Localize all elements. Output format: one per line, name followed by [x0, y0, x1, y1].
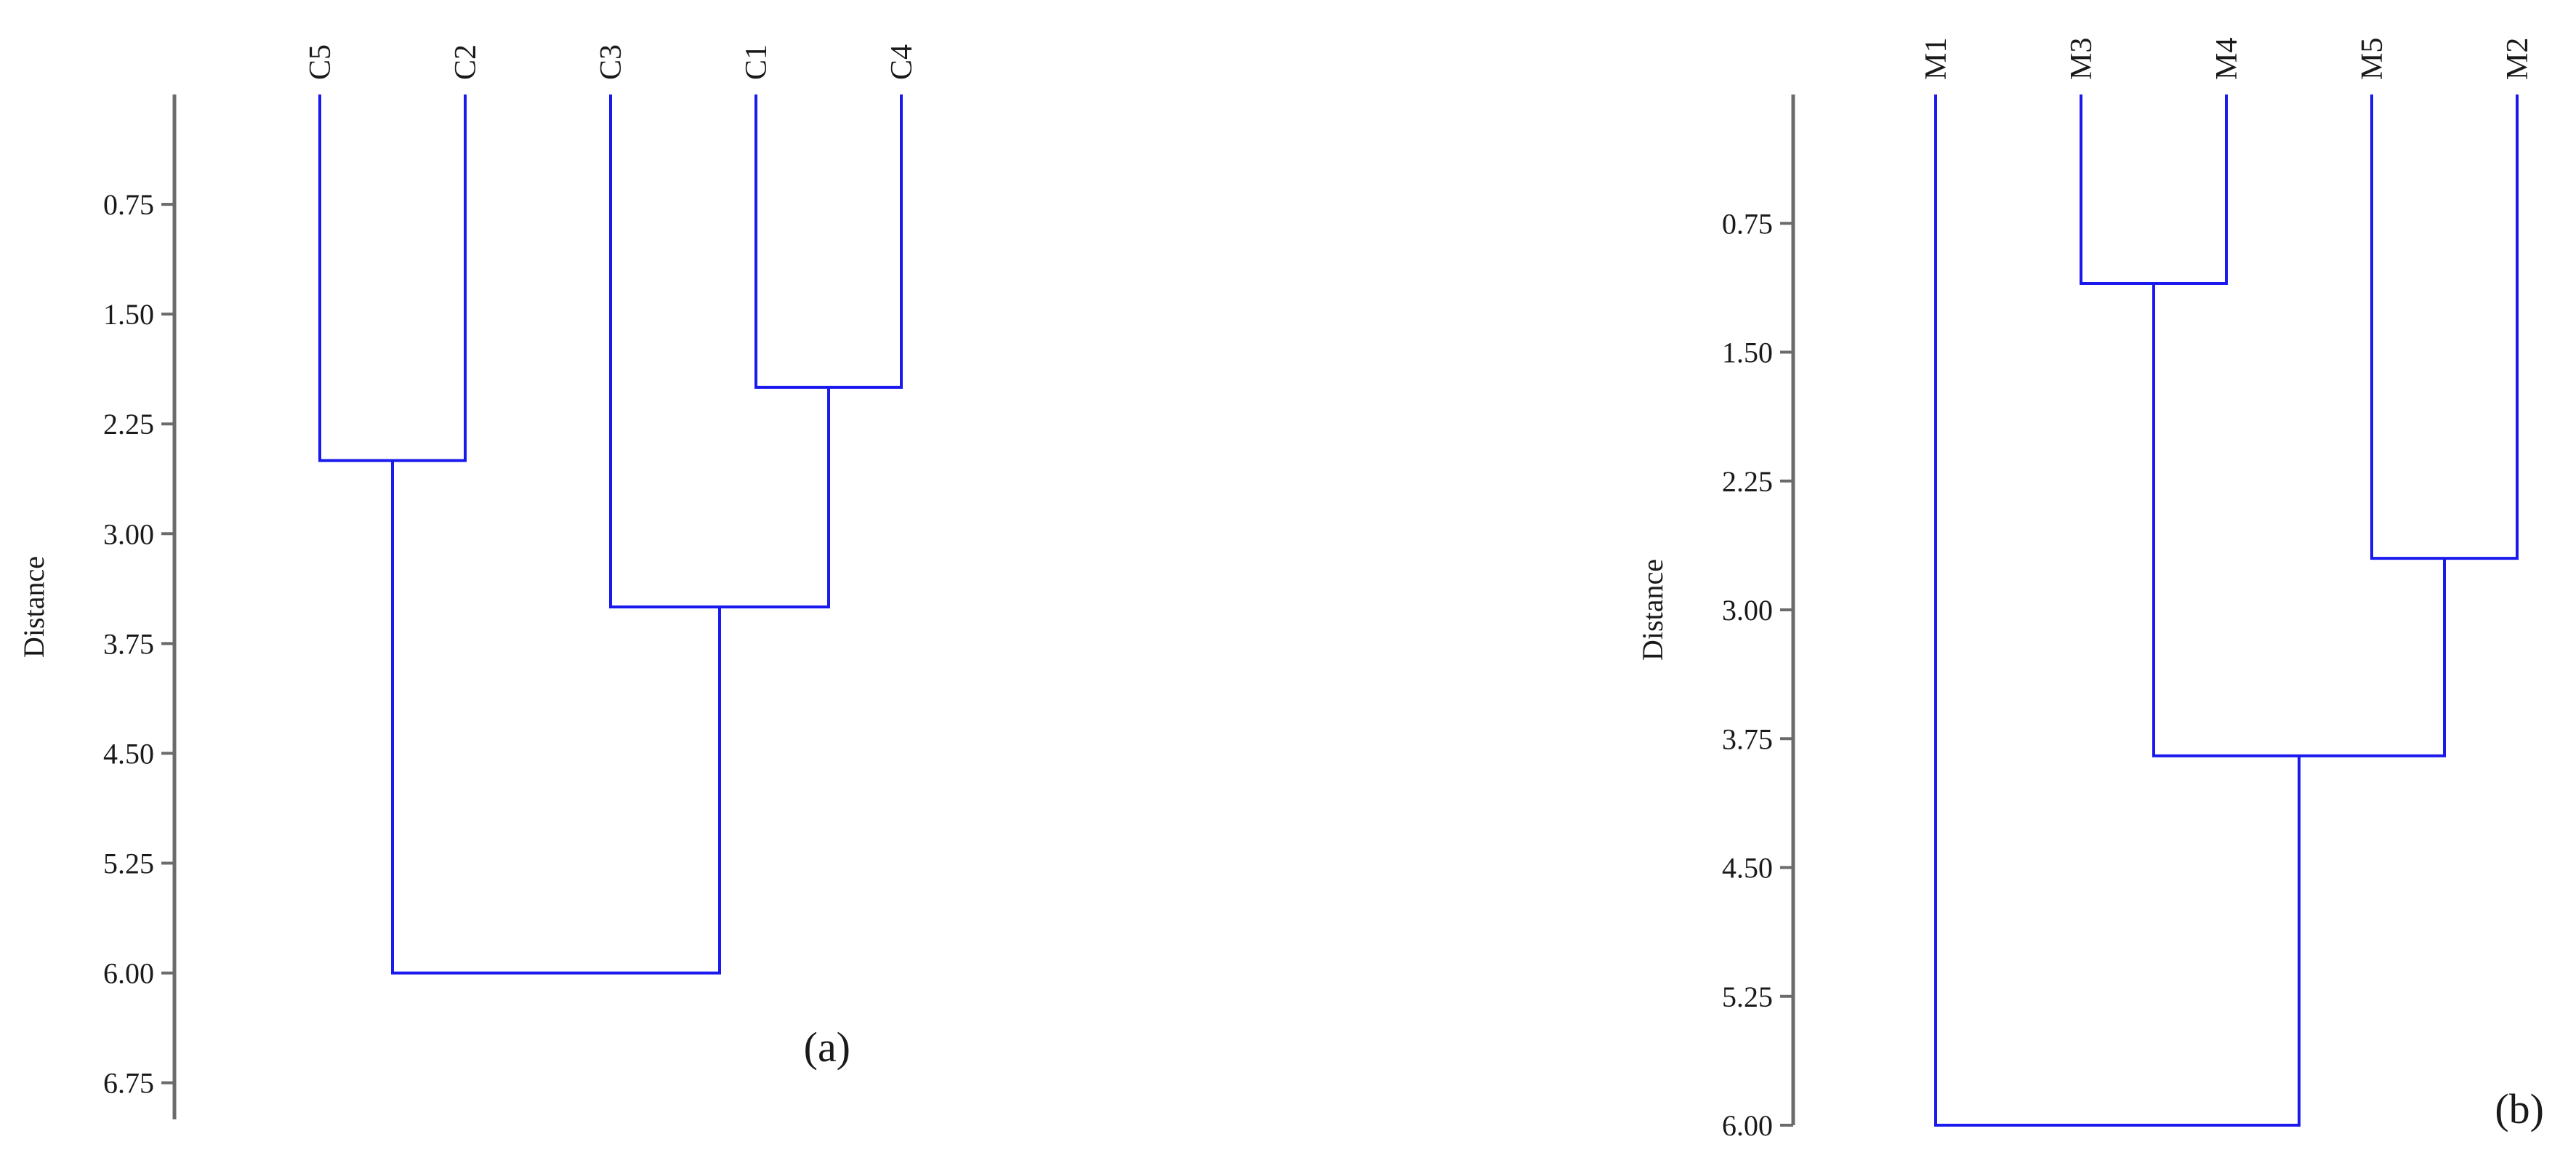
- panel-label: (b): [2495, 1085, 2544, 1132]
- y-tick-label: 5.25: [1722, 981, 1773, 1013]
- merge-c1-c4: [754, 94, 903, 389]
- merge-m3_m4-m5_m2: [2152, 283, 2446, 757]
- leaf-label-c5: C5: [304, 44, 337, 80]
- y-tick-label: 3.75: [1722, 723, 1773, 755]
- y-tick-label: 1.50: [1722, 337, 1773, 369]
- merge-c5-c2: [318, 94, 467, 462]
- leaf-label-m4: M4: [2210, 38, 2244, 80]
- y-tick-label: 3.75: [103, 627, 154, 660]
- y-tick-label: 3.00: [103, 518, 154, 550]
- y-tick-label: 1.50: [103, 298, 154, 331]
- y-tick-label: 6.75: [103, 1067, 154, 1100]
- merge-m1-m3_m4_m5_m2: [1934, 94, 2301, 1127]
- y-axis-title: Distance: [17, 556, 50, 658]
- y-tick-label: 5.25: [103, 848, 154, 880]
- merge-m5-m2: [2370, 94, 2519, 560]
- y-tick-label: 4.50: [103, 737, 154, 770]
- y-tick-label: 6.00: [103, 957, 154, 990]
- leaf-label-m5: M5: [2356, 38, 2389, 80]
- y-tick-label: 3.00: [1722, 594, 1773, 627]
- y-tick-label: 2.25: [103, 408, 154, 440]
- leaf-label-c1: C1: [740, 44, 773, 80]
- merge-c3-c1_c4: [609, 94, 830, 608]
- leaf-label-c3: C3: [595, 44, 628, 80]
- dendrogram-panel-b: 0.75 1.50 2.25 3.00 3.75 4.50 5.25 6.00 Distance…: [1636, 38, 2544, 1142]
- leaf-label-c4: C4: [885, 44, 919, 80]
- merge-m3-m4: [2080, 94, 2228, 285]
- y-tick-label: 0.75: [1722, 207, 1773, 240]
- leaf-label-m1: M1: [1920, 38, 1953, 80]
- dendrogram-panel-a: 0.75 1.50 2.25 3.00 3.75 4.50 5.25 6.00 6.75 Dist…: [17, 44, 919, 1119]
- leaf-label-c2: C2: [449, 44, 483, 80]
- leaf-label-m2: M2: [2501, 38, 2535, 80]
- y-tick-label: 2.25: [1722, 465, 1773, 498]
- merge-c5_c2-c3_c1_c4: [391, 460, 721, 975]
- y-tick-label: 0.75: [103, 188, 154, 221]
- y-axis-title: Distance: [1636, 559, 1669, 661]
- leaf-label-m3: M3: [2065, 38, 2098, 80]
- y-tick-label: 4.50: [1722, 852, 1773, 885]
- panel-label: (a): [804, 1023, 850, 1071]
- y-tick-label: 6.00: [1722, 1109, 1773, 1142]
